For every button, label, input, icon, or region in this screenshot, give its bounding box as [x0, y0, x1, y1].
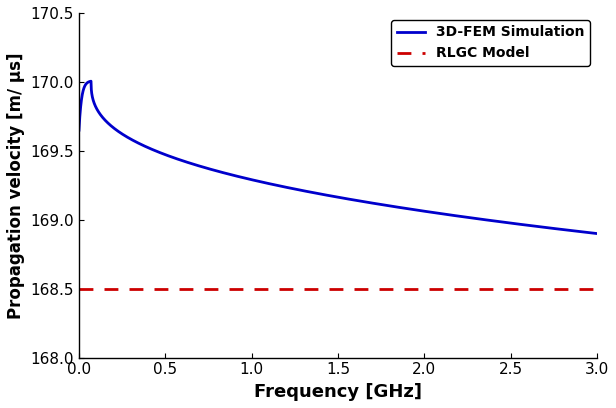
3D-FEM Simulation — [412, 208, 419, 213]
3D-FEM Simulation — [87, 79, 95, 84]
3D-FEM Simulation — [462, 215, 469, 220]
Line: 3D-FEM Simulation: 3D-FEM Simulation — [79, 81, 597, 233]
3D-FEM Simulation — [169, 155, 177, 160]
X-axis label: Frequency [GHz]: Frequency [GHz] — [254, 383, 422, 401]
3D-FEM Simulation — [274, 183, 281, 188]
Legend: 3D-FEM Simulation, RLGC Model: 3D-FEM Simulation, RLGC Model — [392, 20, 590, 66]
3D-FEM Simulation — [386, 204, 394, 208]
Y-axis label: Propagation velocity [m/ μs]: Propagation velocity [m/ μs] — [7, 52, 25, 319]
3D-FEM Simulation — [75, 128, 83, 133]
3D-FEM Simulation — [501, 220, 509, 225]
3D-FEM Simulation — [593, 231, 601, 236]
